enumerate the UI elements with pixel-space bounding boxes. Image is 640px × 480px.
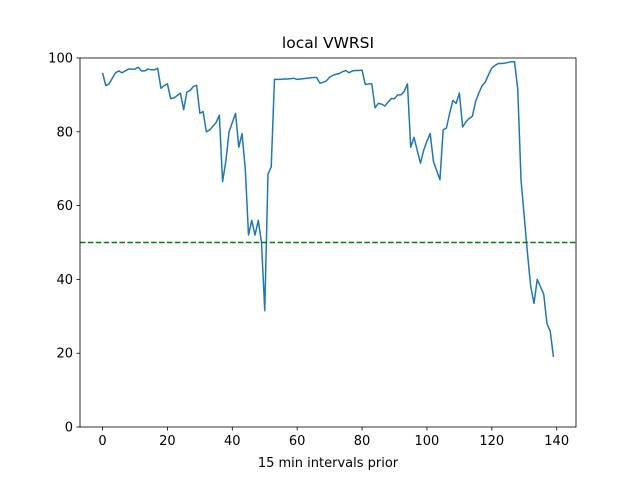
y-tick-label: 100 <box>48 52 73 67</box>
y-tick-label: 20 <box>56 347 73 362</box>
y-tick-label: 40 <box>56 273 73 288</box>
y-tick-label: 60 <box>56 199 73 214</box>
x-tick-label: 120 <box>479 434 504 449</box>
plot-frame <box>79 57 577 428</box>
x-tick-label: 0 <box>98 434 106 449</box>
x-tick-label: 80 <box>354 434 371 449</box>
x-tick-label: 60 <box>289 434 306 449</box>
x-tick-label: 40 <box>224 434 241 449</box>
x-tick-label: 20 <box>159 434 176 449</box>
data-line <box>101 60 555 357</box>
x-tick-label: 100 <box>415 434 440 449</box>
x-axis-label: 15 min intervals prior <box>258 456 399 471</box>
y-tick-label: 0 <box>65 421 73 436</box>
chart-title: local VWRSI <box>282 34 374 52</box>
x-tick-label: 140 <box>544 434 569 449</box>
y-tick-label: 80 <box>56 125 73 140</box>
